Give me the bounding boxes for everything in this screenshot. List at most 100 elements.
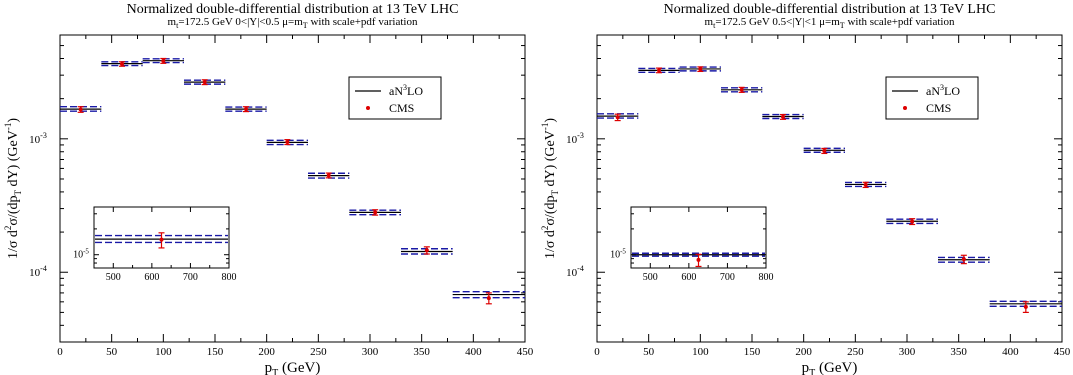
x-tick-label: 100 bbox=[692, 346, 709, 358]
inset-x-tick-label: 700 bbox=[183, 272, 198, 283]
x-label-unit: (GeV) bbox=[278, 360, 320, 375]
y-tick-label: 10-4 bbox=[566, 264, 584, 279]
chart-subtitle: mt=172.5 GeV 0<|Y|<0.5 μ=mT with scale+p… bbox=[168, 16, 418, 30]
data-point bbox=[202, 80, 207, 85]
legend-theory-suffix: LO bbox=[407, 84, 423, 98]
x-tick-label: 100 bbox=[155, 346, 172, 358]
mass-value: =172.5 GeV bbox=[178, 16, 233, 28]
y-axis-label: 1/σ d2σ/(dpT dY) (GeV-1) bbox=[3, 118, 23, 259]
legend-theory-label: aN3LO bbox=[926, 83, 960, 98]
inset-x-tick-label: 500 bbox=[106, 272, 121, 283]
plot-frame bbox=[596, 34, 1063, 343]
y-tick-base: 10 bbox=[29, 267, 41, 279]
legend-theory-suffix: LO bbox=[944, 84, 960, 98]
x-tick-label: 250 bbox=[310, 346, 327, 358]
data-point bbox=[863, 182, 868, 187]
y-label-sub1: T bbox=[13, 190, 23, 196]
inset-data-point bbox=[159, 237, 164, 242]
y-tick-base: 10 bbox=[566, 134, 578, 146]
scale-label: μ=m bbox=[279, 16, 303, 28]
chart-subtitle: mt=172.5 GeV 0.5<|Y|<1 μ=mT with scale+p… bbox=[705, 16, 955, 30]
inset-y-tick-label: 10-5 bbox=[73, 248, 89, 261]
y-tick-label: 10-3 bbox=[566, 131, 584, 146]
x-tick-label: 150 bbox=[744, 346, 761, 358]
data-point bbox=[822, 148, 827, 153]
legend-theory-sup: 3 bbox=[940, 83, 944, 92]
y-label-mid2: dY) (GeV bbox=[543, 130, 558, 190]
x-tick-label: 150 bbox=[207, 346, 224, 358]
y-axis-label: 1/σ d2σ/(dpT dY) (GeV-1) bbox=[540, 118, 560, 259]
inset-x-tick-label: 800 bbox=[759, 272, 774, 283]
x-tick-label: 0 bbox=[594, 346, 600, 358]
chart-title: Normalized double-differential distribut… bbox=[664, 2, 996, 17]
y-tick-base: 10 bbox=[29, 134, 41, 146]
data-point bbox=[781, 114, 785, 119]
legend-theory-sup: 3 bbox=[403, 83, 407, 92]
y-label-sub1: T bbox=[550, 190, 560, 196]
x-axis-label: pT (GeV) bbox=[265, 360, 321, 375]
mass-label: m bbox=[705, 16, 714, 28]
y-label-sup1: 2 bbox=[3, 226, 13, 231]
y-label-sup1: 2 bbox=[540, 226, 550, 231]
y-tick-exponent: -4 bbox=[577, 264, 584, 273]
y-label-mid2: dY) (GeV bbox=[6, 130, 21, 190]
legend-box bbox=[348, 76, 442, 120]
inset-x-tick-label: 500 bbox=[643, 272, 658, 283]
x-label-main: p bbox=[265, 360, 273, 375]
data-point bbox=[657, 68, 661, 73]
legend-theory-label: aN3LO bbox=[389, 83, 423, 98]
x-label-sub: T bbox=[272, 368, 278, 375]
inset-y-tick-label: 10-5 bbox=[610, 248, 626, 261]
y-tick-exponent: -4 bbox=[40, 264, 47, 273]
x-axis-label: pT (GeV) bbox=[802, 360, 858, 375]
chart-title: Normalized double-differential distribut… bbox=[127, 2, 459, 17]
x-tick-label: 300 bbox=[899, 346, 916, 358]
rapidity-range: 0.5<|Y|<1 bbox=[770, 16, 817, 28]
x-tick-label: 250 bbox=[847, 346, 864, 358]
data-point bbox=[161, 58, 166, 63]
x-tick-label: 200 bbox=[795, 346, 812, 358]
mass-label: m bbox=[168, 16, 177, 28]
chart-panel-rapidity-0.5-1: Normalized double-differential distribut… bbox=[537, 0, 1073, 375]
x-tick-label: 200 bbox=[258, 346, 275, 358]
inset-x-tick-label: 800 bbox=[222, 272, 237, 283]
scale-subscript: T bbox=[303, 21, 308, 30]
data-point bbox=[698, 67, 703, 72]
inset-x-tick-label: 600 bbox=[144, 272, 159, 283]
y-label-sup2: -1 bbox=[3, 123, 13, 131]
x-label-sub: T bbox=[809, 368, 815, 375]
y-tick-exponent: -3 bbox=[577, 131, 584, 140]
legend-theory-prefix: aN bbox=[389, 84, 403, 98]
x-label-main: p bbox=[802, 360, 810, 375]
x-tick-label: 400 bbox=[465, 346, 482, 358]
mass-subscript: t bbox=[176, 21, 179, 30]
y-label-prefix: 1/σ d bbox=[543, 230, 558, 259]
data-point bbox=[615, 115, 620, 120]
inset-y-tick-exponent: -5 bbox=[620, 248, 626, 256]
legend-box bbox=[885, 76, 979, 120]
plot-frame bbox=[59, 34, 526, 343]
y-tick-label: 10-3 bbox=[29, 131, 47, 146]
x-tick-label: 400 bbox=[1002, 346, 1019, 358]
x-tick-label: 350 bbox=[413, 346, 430, 358]
mass-subscript: t bbox=[713, 21, 716, 30]
data-point bbox=[120, 61, 124, 66]
data-point bbox=[285, 140, 290, 145]
chart-svg: Normalized double-differential distribut… bbox=[3, 2, 534, 375]
y-label-end: ) bbox=[6, 118, 21, 123]
x-tick-label: 300 bbox=[362, 346, 379, 358]
inset-y-tick-base: 10 bbox=[73, 250, 83, 261]
scale-label: μ=m bbox=[816, 16, 840, 28]
y-tick-base: 10 bbox=[566, 267, 578, 279]
data-point bbox=[910, 219, 915, 224]
data-point bbox=[961, 257, 966, 262]
inset-x-tick-label: 600 bbox=[681, 272, 696, 283]
y-label-mid1: σ/(dp bbox=[6, 196, 21, 226]
legend-theory-prefix: aN bbox=[926, 84, 940, 98]
x-label-unit: (GeV) bbox=[815, 360, 857, 375]
inset-x-tick-label: 700 bbox=[720, 272, 735, 283]
y-label-end: ) bbox=[543, 118, 558, 123]
y-label-sup2: -1 bbox=[540, 123, 550, 131]
inset-y-tick-base: 10 bbox=[610, 250, 620, 261]
variation-note: with scale+pdf variation bbox=[845, 16, 955, 28]
